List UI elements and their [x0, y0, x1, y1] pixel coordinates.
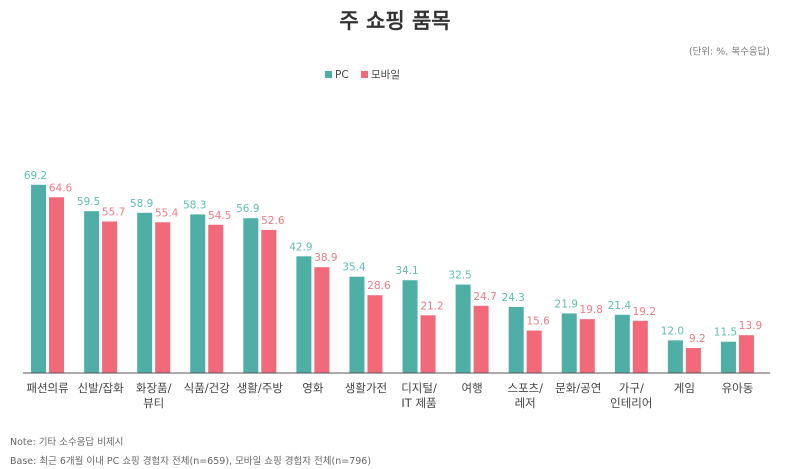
- legend-swatch: [325, 71, 332, 78]
- bar: [208, 224, 224, 373]
- value-label: 58.3: [183, 199, 206, 211]
- value-label: 69.2: [24, 170, 47, 182]
- chart-title: 주 쇼핑 품목: [339, 9, 450, 33]
- bar: [720, 341, 736, 373]
- bar: [579, 319, 595, 373]
- bar: [31, 184, 47, 373]
- bar: [137, 212, 153, 373]
- bar: [349, 276, 365, 373]
- x-tick-label: 가구/ 인테리어: [610, 381, 653, 410]
- bar: [102, 221, 118, 373]
- x-tick-label: 스포츠/ 레저: [507, 381, 543, 410]
- bar: [314, 267, 330, 373]
- x-tick-label: 화장품/ 뷰티: [135, 381, 172, 410]
- value-label: 32.5: [448, 270, 471, 282]
- bar: [561, 313, 577, 373]
- x-tick-label: 패션의류: [26, 381, 69, 395]
- bar: [738, 335, 754, 373]
- value-label: 9.2: [689, 333, 706, 345]
- bar: [49, 197, 65, 373]
- value-label: 21.4: [608, 300, 632, 312]
- bar: [261, 229, 277, 373]
- bar: [155, 222, 171, 373]
- value-label: 58.9: [130, 198, 153, 210]
- x-tick-label: 디지털/ IT 제품: [401, 381, 437, 410]
- value-label: 59.5: [77, 196, 100, 208]
- x-tick-label: 신발/잡화: [77, 381, 124, 395]
- value-label: 42.9: [289, 241, 312, 253]
- value-label: 19.8: [580, 304, 603, 316]
- value-label: 34.1: [395, 265, 418, 277]
- value-label: 21.9: [555, 298, 578, 310]
- bar: [526, 330, 542, 373]
- bar: [614, 314, 630, 373]
- bar: [455, 284, 471, 373]
- value-label: 24.7: [473, 291, 496, 303]
- bar: [367, 295, 383, 373]
- value-label: 24.3: [501, 292, 524, 304]
- value-label: 64.6: [49, 182, 73, 194]
- bar: [84, 211, 100, 373]
- bar: [243, 218, 259, 373]
- x-tick-label: 생활/주방: [236, 381, 283, 395]
- bar: [420, 315, 436, 373]
- x-tick-label: 게임: [673, 381, 695, 395]
- x-tick-label: 생활가전: [344, 381, 388, 395]
- value-label: 56.9: [236, 203, 259, 215]
- x-tick-label: 영화: [302, 381, 324, 395]
- bar: [685, 347, 701, 373]
- x-tick-label: 유아동: [721, 381, 754, 395]
- value-label: 35.4: [342, 262, 366, 274]
- value-label: 15.6: [526, 316, 550, 328]
- note: Base: 최근 6개월 이내 PC 쇼핑 경험자 전체(n=659), 모바일…: [10, 456, 372, 467]
- note: Note: 기타 소수응답 비제시: [10, 437, 124, 448]
- value-label: 19.2: [633, 306, 656, 318]
- bar: [190, 214, 206, 373]
- value-label: 52.6: [261, 215, 285, 227]
- value-label: 13.9: [739, 320, 762, 332]
- bar: [632, 320, 648, 373]
- x-tick-label: 문화/공연: [555, 381, 602, 395]
- value-label: 11.5: [714, 327, 737, 339]
- value-label: 55.4: [155, 207, 179, 219]
- value-label: 28.6: [367, 280, 391, 292]
- x-tick-label: 식품/건강: [183, 381, 230, 395]
- unit-note: (단위: %, 복수응답): [689, 46, 770, 58]
- value-label: 55.7: [102, 206, 125, 218]
- value-label: 54.5: [208, 210, 231, 222]
- bar: [296, 256, 312, 373]
- bar: [402, 280, 418, 373]
- legend-label: 모바일: [371, 68, 400, 81]
- value-label: 12.0: [661, 325, 684, 337]
- legend-swatch: [361, 71, 368, 78]
- legend-label: PC: [335, 69, 349, 81]
- x-tick-label: 여행: [461, 381, 483, 395]
- bar: [667, 340, 683, 373]
- bar: [508, 306, 524, 373]
- value-label: 21.2: [420, 300, 443, 312]
- value-label: 38.9: [314, 252, 337, 264]
- bar: [473, 305, 489, 373]
